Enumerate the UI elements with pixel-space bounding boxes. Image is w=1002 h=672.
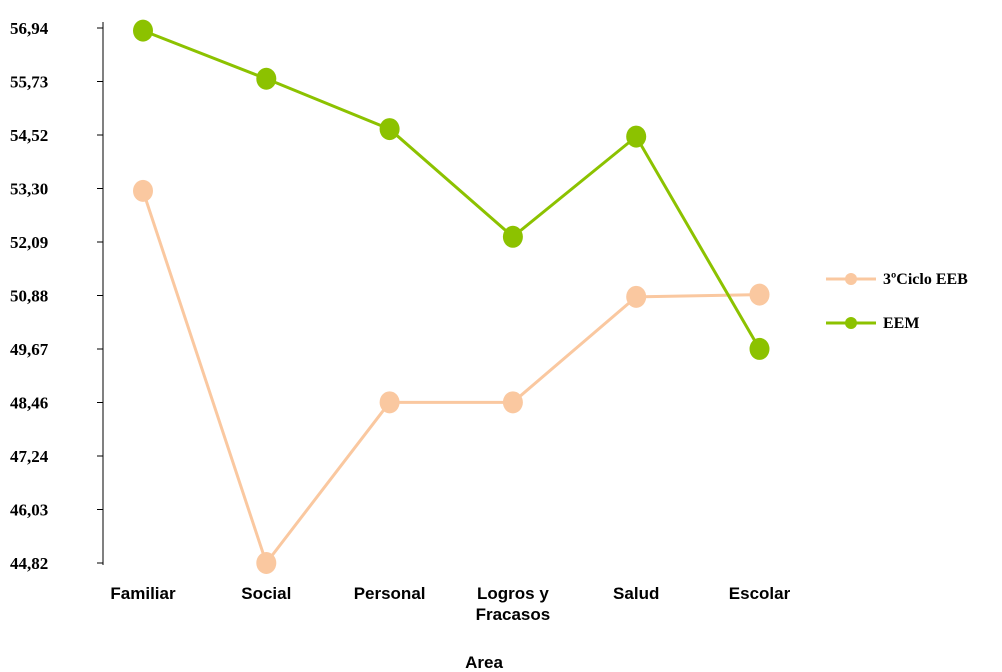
- x-tick-label: Personal: [354, 584, 426, 603]
- legend-item: EEM: [826, 315, 919, 332]
- series-2: [133, 19, 770, 360]
- y-tick-label: 48,46: [10, 394, 48, 413]
- x-tick-label: Familiar: [110, 584, 176, 603]
- data-point: [749, 337, 770, 360]
- y-tick-label: 50,88: [10, 287, 48, 306]
- x-axis-title: Area: [465, 653, 503, 672]
- series-1: [133, 179, 770, 574]
- series-layer: [133, 19, 770, 574]
- data-point: [379, 391, 400, 414]
- y-tick-label: 55,73: [10, 73, 48, 92]
- y-tick-label: 49,67: [10, 340, 49, 359]
- series-line: [142, 29, 761, 350]
- data-point: [626, 285, 647, 308]
- y-tick-label: 56,94: [10, 19, 49, 38]
- legend-item: 3ºCiclo EEB: [826, 271, 968, 288]
- data-point: [256, 67, 277, 90]
- y-tick-label: 47,24: [10, 447, 49, 466]
- y-tick-label: 46,03: [10, 501, 48, 520]
- x-tick-label: Logros y Fracasos: [476, 584, 551, 624]
- y-tick-label: 44,82: [10, 554, 48, 573]
- y-tick-label: 54,52: [10, 126, 48, 145]
- y-axis-ticks: 44,82 46,03 47,24 48,46 49,67 50,88 52,09 53,30…: [10, 19, 103, 573]
- x-tick-label: Escolar: [729, 584, 791, 603]
- x-tick-label: Social: [241, 584, 291, 603]
- x-axis-ticks: Familiar Social Personal Logros y Fracasos Sa…: [110, 584, 790, 624]
- data-point: [502, 391, 523, 414]
- data-point: [749, 283, 770, 306]
- data-point: [133, 179, 153, 202]
- data-point: [379, 118, 400, 141]
- data-point: [256, 552, 277, 574]
- data-point: [133, 19, 153, 42]
- y-tick-label: 53,30: [10, 180, 48, 199]
- legend: 3ºCiclo EEB EEM: [826, 271, 968, 332]
- data-point: [502, 225, 523, 248]
- x-tick-label: Salud: [613, 584, 659, 603]
- data-point: [626, 125, 647, 148]
- legend-marker: [845, 317, 857, 329]
- y-tick-label: 52,09: [10, 233, 48, 252]
- legend-marker: [845, 273, 857, 285]
- series-line: [141, 190, 760, 567]
- legend-label: 3ºCiclo EEB: [883, 271, 968, 288]
- legend-label: EEM: [883, 315, 919, 332]
